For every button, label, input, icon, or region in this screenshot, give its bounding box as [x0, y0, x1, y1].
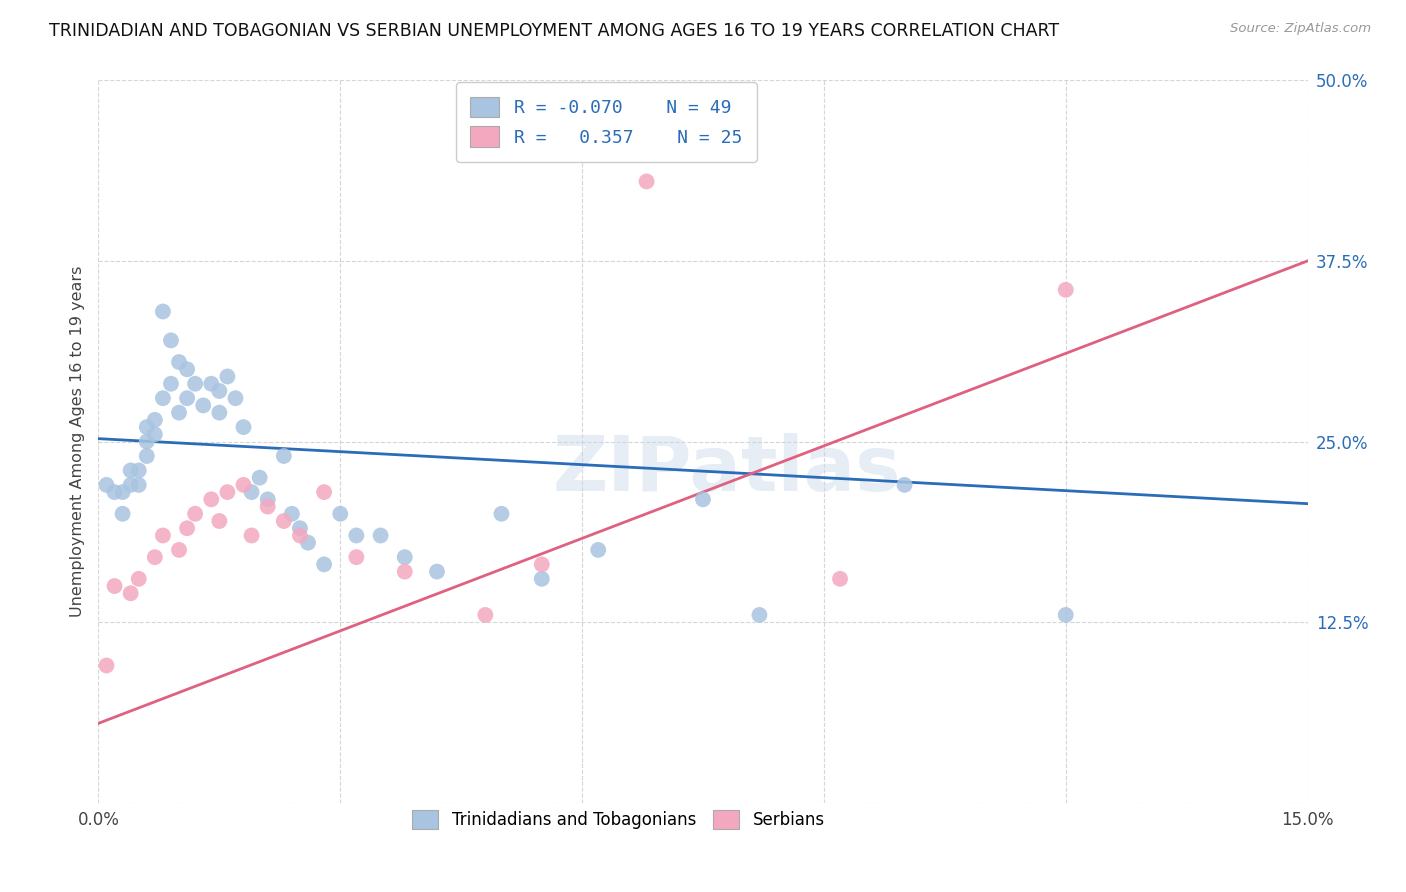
Point — [344, 528, 367, 542]
Point — [96, 658, 118, 673]
Point — [143, 550, 166, 565]
Point — [288, 521, 311, 535]
Point — [176, 391, 198, 405]
Point — [1054, 607, 1077, 622]
Point — [692, 492, 714, 507]
Point — [120, 586, 142, 600]
Point — [193, 398, 215, 412]
Point — [636, 174, 658, 188]
Point — [167, 542, 190, 557]
Point — [256, 492, 278, 507]
Point — [111, 485, 134, 500]
Point — [200, 492, 222, 507]
Point — [208, 384, 231, 398]
Point — [128, 463, 150, 477]
Point — [249, 470, 271, 484]
Text: Source: ZipAtlas.com: Source: ZipAtlas.com — [1230, 22, 1371, 36]
Point — [828, 572, 851, 586]
Point — [370, 528, 392, 542]
Point — [240, 528, 263, 542]
Point — [167, 355, 190, 369]
Point — [748, 607, 770, 622]
Point — [394, 550, 416, 565]
Point — [184, 507, 207, 521]
Point — [314, 485, 336, 500]
Point — [167, 406, 190, 420]
Point — [232, 478, 254, 492]
Point — [426, 565, 449, 579]
Point — [530, 558, 553, 572]
Point — [128, 478, 150, 492]
Point — [344, 550, 367, 565]
Point — [474, 607, 496, 622]
Point — [152, 391, 174, 405]
Point — [152, 304, 174, 318]
Point — [329, 507, 352, 521]
Point — [111, 507, 134, 521]
Point — [208, 514, 231, 528]
Point — [103, 579, 125, 593]
Point — [176, 521, 198, 535]
Point — [281, 507, 304, 521]
Point — [491, 507, 513, 521]
Point — [96, 478, 118, 492]
Text: ZIPatlas: ZIPatlas — [553, 434, 901, 508]
Point — [217, 485, 239, 500]
Text: TRINIDADIAN AND TOBAGONIAN VS SERBIAN UNEMPLOYMENT AMONG AGES 16 TO 19 YEARS COR: TRINIDADIAN AND TOBAGONIAN VS SERBIAN UN… — [49, 22, 1059, 40]
Point — [232, 420, 254, 434]
Point — [530, 572, 553, 586]
Point — [224, 391, 246, 405]
Point — [586, 542, 609, 557]
Point — [273, 449, 295, 463]
Point — [288, 528, 311, 542]
Point — [273, 514, 295, 528]
Point — [208, 406, 231, 420]
Point — [143, 427, 166, 442]
Point — [120, 463, 142, 477]
Point — [160, 376, 183, 391]
Point — [160, 334, 183, 348]
Point — [256, 500, 278, 514]
Point — [184, 376, 207, 391]
Point — [394, 565, 416, 579]
Y-axis label: Unemployment Among Ages 16 to 19 years: Unemployment Among Ages 16 to 19 years — [69, 266, 84, 617]
Legend: Trinidadians and Tobagonians, Serbians: Trinidadians and Tobagonians, Serbians — [404, 802, 834, 838]
Point — [128, 572, 150, 586]
Point — [176, 362, 198, 376]
Point — [103, 485, 125, 500]
Point — [200, 376, 222, 391]
Point — [143, 413, 166, 427]
Point — [120, 478, 142, 492]
Point — [217, 369, 239, 384]
Point — [297, 535, 319, 549]
Point — [135, 434, 157, 449]
Point — [240, 485, 263, 500]
Point — [1054, 283, 1077, 297]
Point — [135, 449, 157, 463]
Point — [314, 558, 336, 572]
Point — [893, 478, 915, 492]
Point — [152, 528, 174, 542]
Point — [135, 420, 157, 434]
